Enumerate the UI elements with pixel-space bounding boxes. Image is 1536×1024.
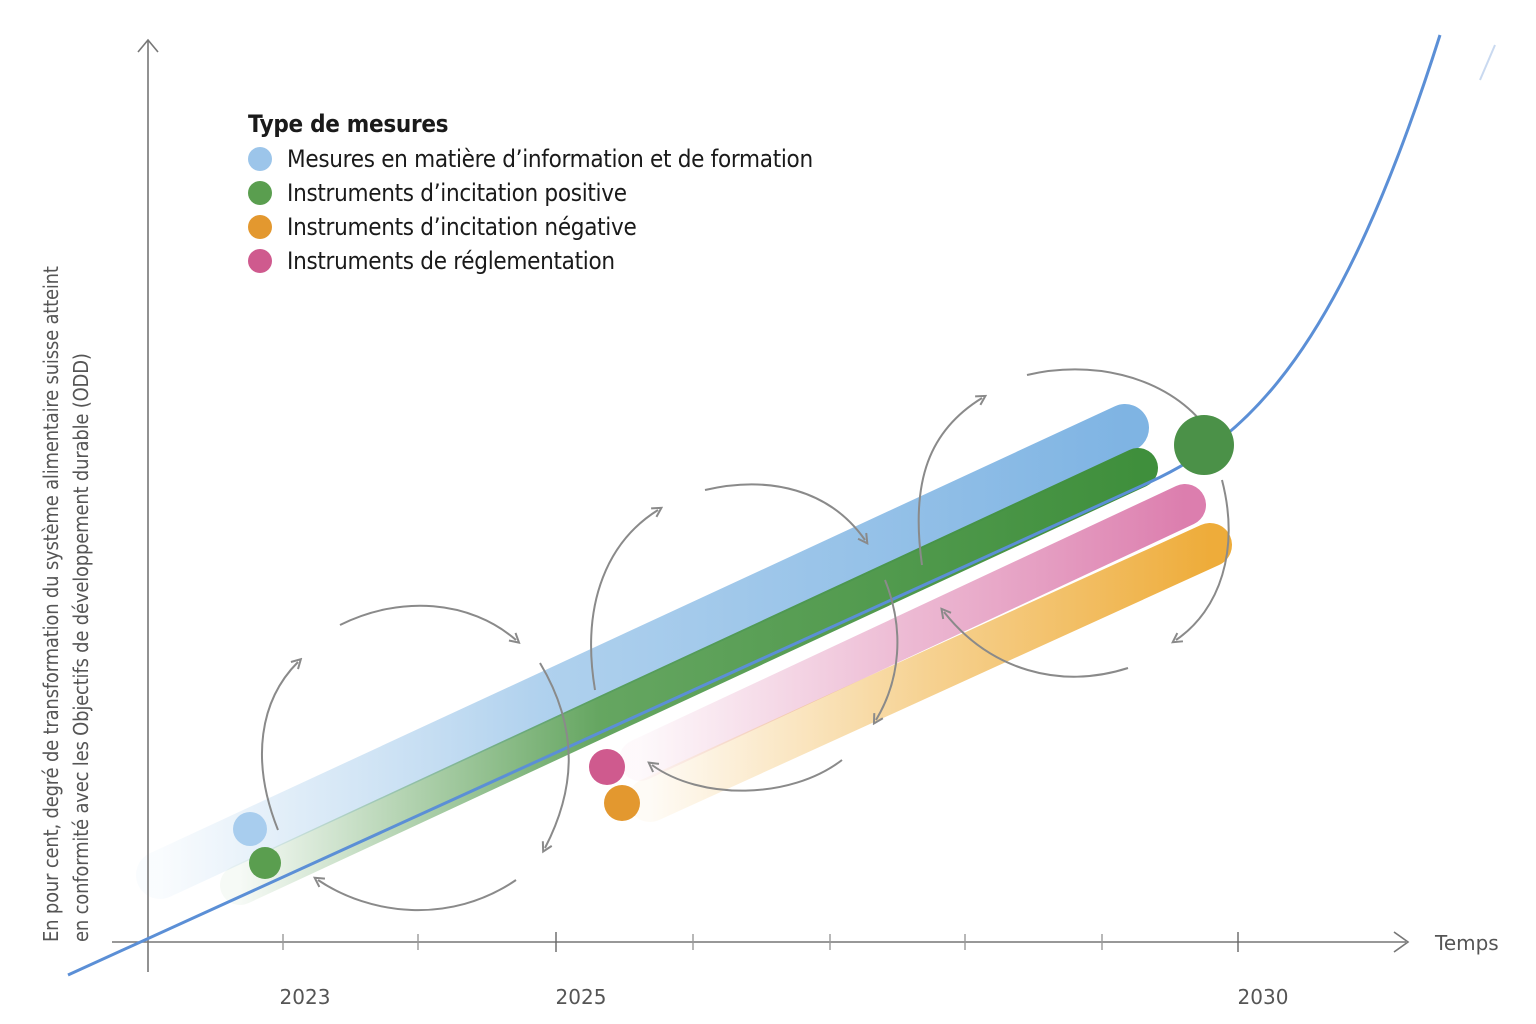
- arrow: [539, 662, 570, 848]
- band-regulation: [619, 484, 1206, 781]
- dot-positive-incentive-large: [1174, 415, 1234, 475]
- y-axis-arrowhead: [137, 38, 159, 53]
- arrow: [590, 510, 658, 691]
- cycle-arrows: [261, 368, 1230, 912]
- legend-label: Instruments de réglementation: [287, 247, 615, 275]
- dot-information: [233, 812, 267, 846]
- legend-swatch-icon: [248, 249, 272, 273]
- legend-title: Type de mesures: [248, 110, 449, 138]
- tick-label-2025: 2025: [556, 985, 607, 1009]
- arrow: [261, 662, 298, 831]
- legend-label: Mesures en matière d’information et de f…: [287, 145, 813, 173]
- x-axis-ticks: [282, 932, 1239, 952]
- arrow: [917, 398, 982, 566]
- arrow: [876, 579, 899, 720]
- legend-item-information: Mesures en matière d’information et de f…: [248, 142, 813, 176]
- legend-label: Instruments d’incitation positive: [287, 179, 627, 207]
- arrow: [1026, 368, 1201, 421]
- arrow: [652, 759, 843, 792]
- arrow: [1176, 479, 1230, 640]
- band-information: [136, 404, 1149, 899]
- x-axis-arrowhead: [1393, 931, 1410, 953]
- x-axis-label: Temps: [1434, 931, 1499, 955]
- y-axis-label-line-1: En pour cent, degré de transformation du…: [39, 266, 63, 942]
- legend-item-positive-incentive: Instruments d’incitation positive: [248, 176, 813, 210]
- arrow: [704, 483, 865, 540]
- legend-swatch-icon: [248, 181, 272, 205]
- legend-item-negative-incentive: Instruments d’incitation négative: [248, 210, 813, 244]
- arrow: [318, 880, 517, 912]
- dot-regulation: [589, 749, 625, 785]
- arrow: [339, 604, 516, 640]
- legend-label: Instruments d’incitation négative: [287, 213, 637, 241]
- dot-positive-incentive: [249, 847, 281, 879]
- band-negative-incentive: [628, 523, 1232, 822]
- y-axis-label-line-2: en conformité avec les Objectifs de déve…: [69, 353, 93, 942]
- legend-swatch-icon: [248, 215, 272, 239]
- band-positive-incentive: [220, 448, 1158, 905]
- transformation-curve: [67, 34, 1442, 977]
- dot-negative-incentive: [604, 785, 640, 821]
- legend-swatch-icon: [248, 147, 272, 171]
- curve-extension-faint: [1479, 44, 1496, 81]
- y-axis-label: En pour cent, degré de transformation du…: [36, 266, 96, 942]
- tick-label-2023: 2023: [280, 985, 331, 1009]
- legend: Type de mesures Mesures en matière d’inf…: [248, 110, 813, 278]
- arrow: [944, 612, 1129, 678]
- tick-label-2030: 2030: [1238, 985, 1289, 1009]
- legend-item-regulation: Instruments de réglementation: [248, 244, 813, 278]
